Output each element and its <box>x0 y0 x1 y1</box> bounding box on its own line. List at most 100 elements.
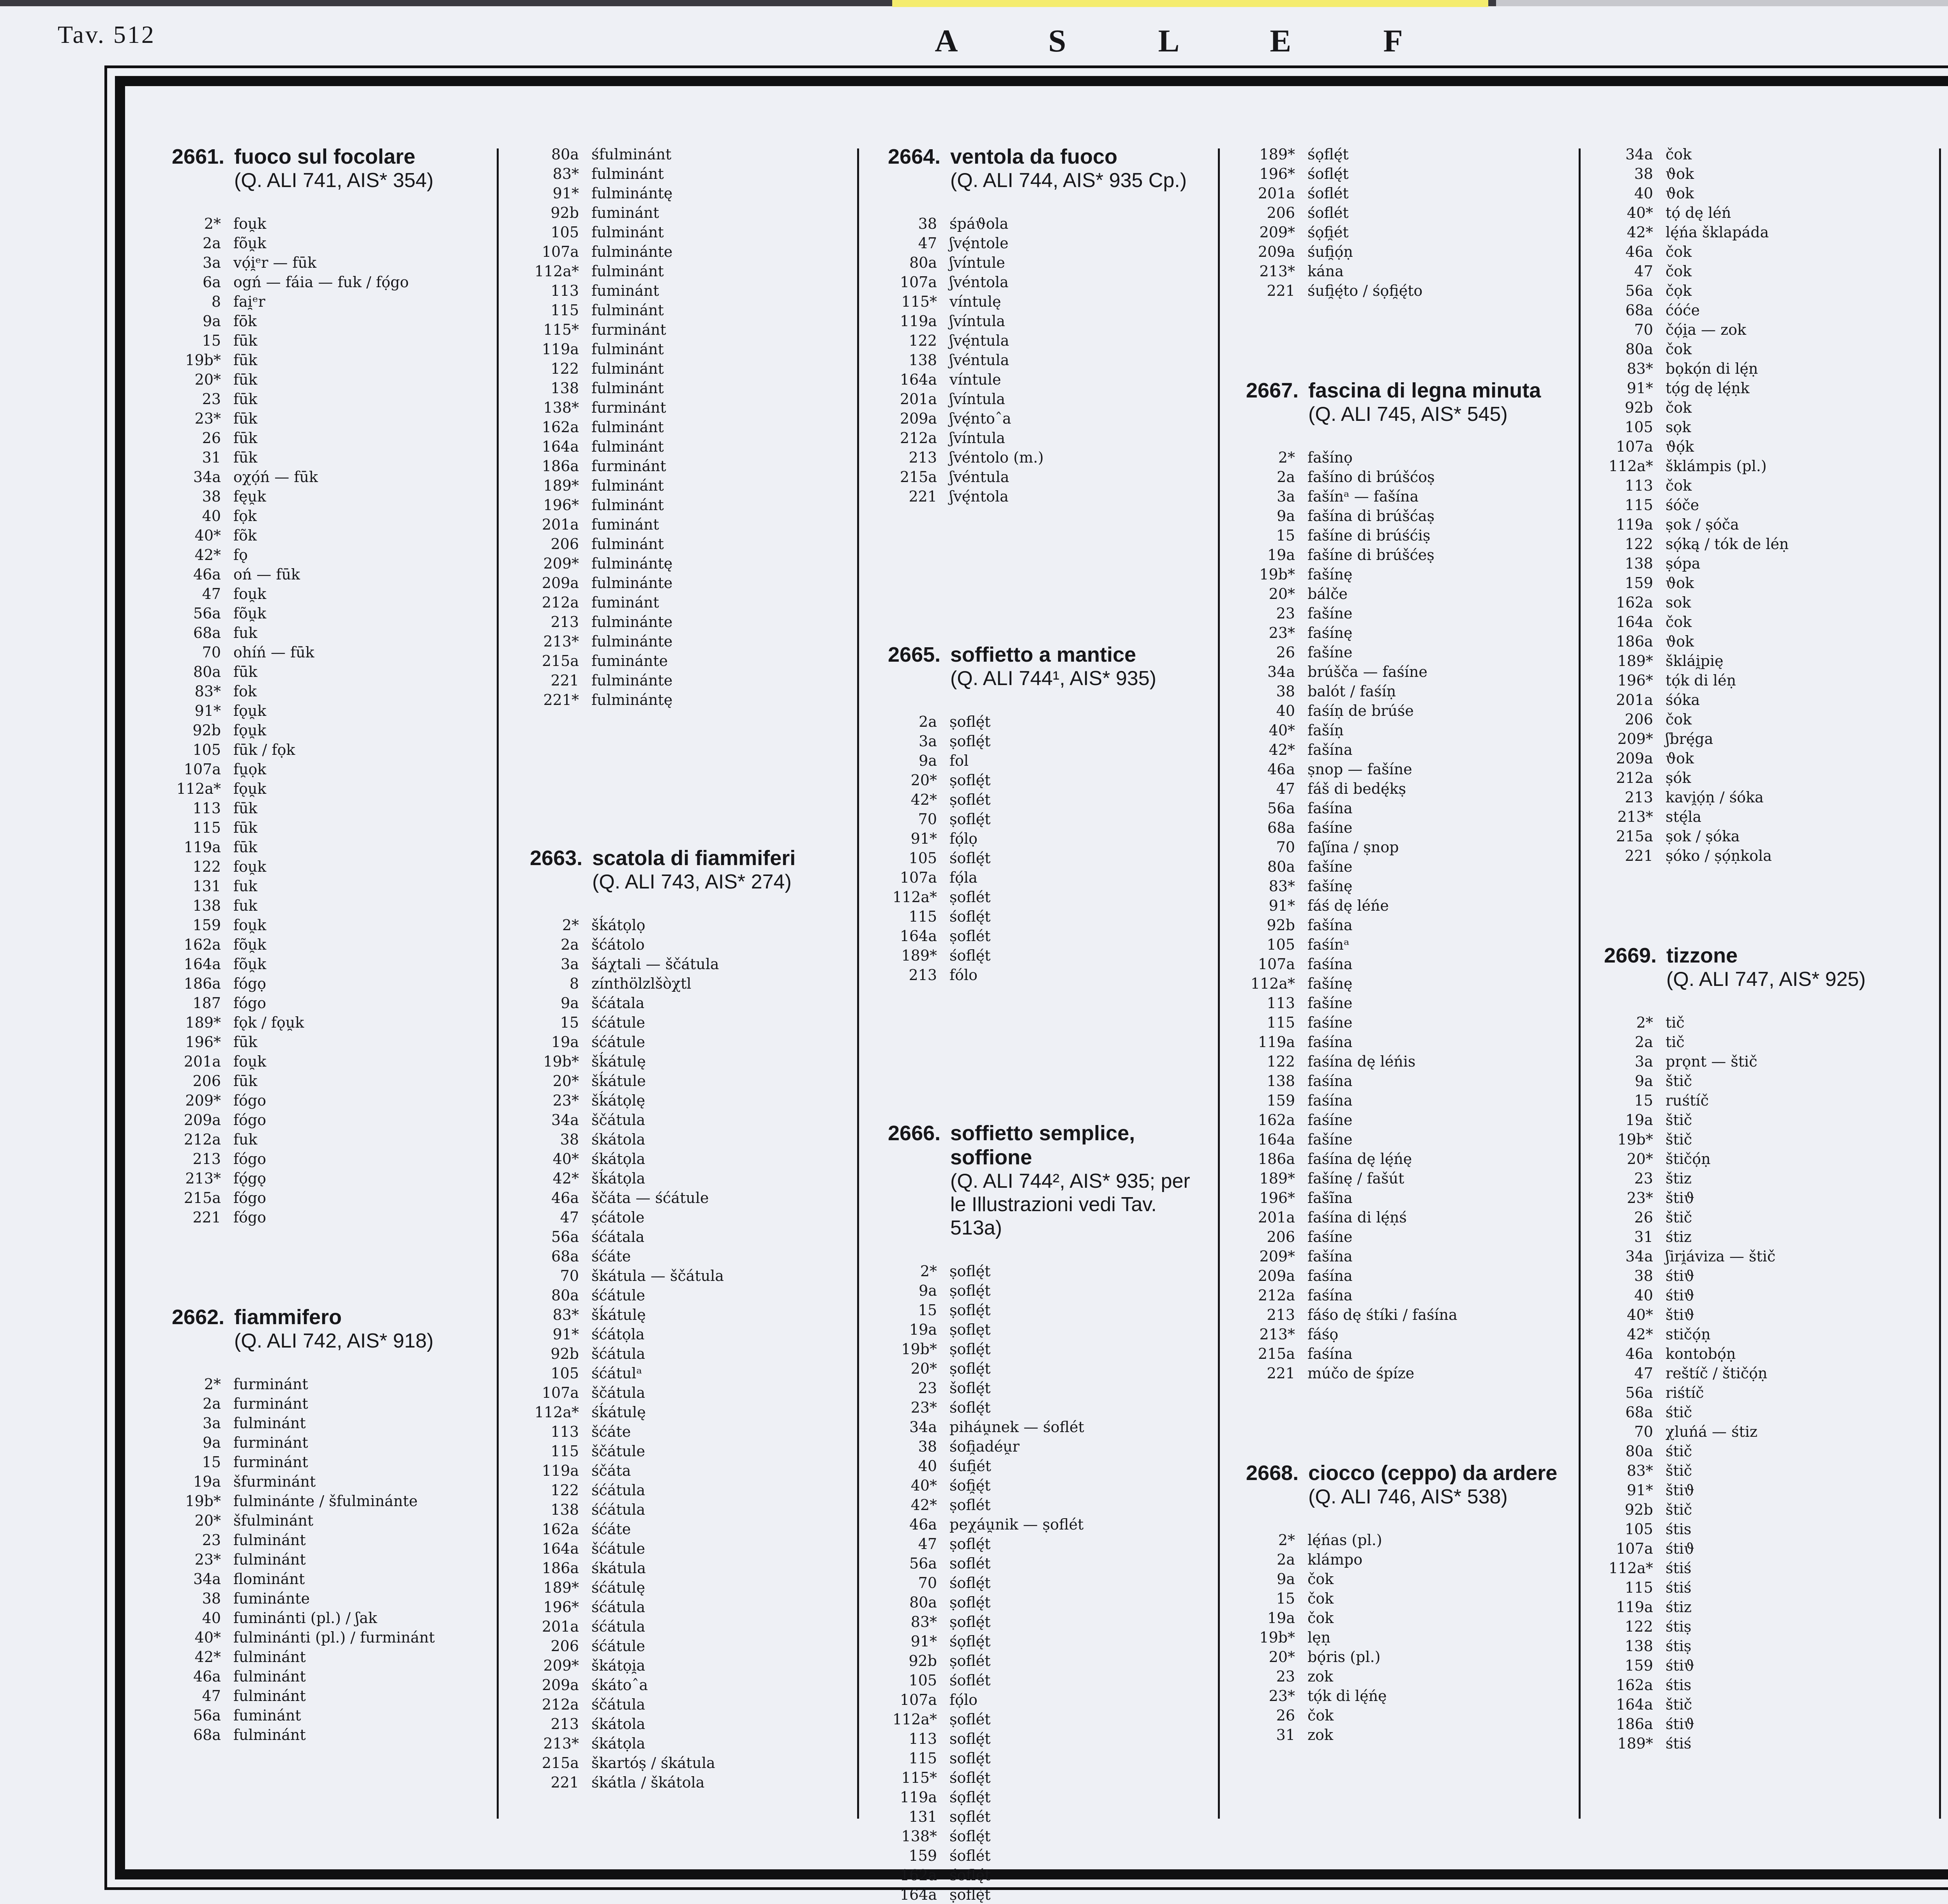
entry-form: śćátule <box>591 1287 645 1304</box>
entry-row: 15 ṣoflę́t <box>854 1300 1208 1320</box>
entry-row: 162a faśíne <box>1212 1110 1566 1130</box>
entry-row: 215a ṣok / ṣóka <box>1570 827 1924 846</box>
entry-form: fógo <box>233 1189 266 1206</box>
entry-code: 26 <box>202 429 221 447</box>
entry-code: 105 <box>909 1672 937 1689</box>
entry-form: ʃvéntula <box>949 351 1009 369</box>
entry-code: 23* <box>1269 1687 1295 1704</box>
entry-form: riśtíč <box>1666 1384 1704 1401</box>
entry-section: 2668. ciocco (ceppo) da ardere (Q. ALI 746… <box>1212 1461 1566 1745</box>
entry-code: 162a <box>1929 1071 1948 1091</box>
entry-row: 119a ʃvíntula <box>854 311 1208 331</box>
entry-code: 40 <box>918 1457 937 1475</box>
entry-row: 196* śćátula <box>496 1597 850 1617</box>
entry-code: 162a <box>184 936 221 953</box>
entry-form: faśína <box>1307 956 1353 973</box>
entry-row: 68a śćáte <box>496 1247 850 1266</box>
entry-code: 138* <box>543 399 579 416</box>
entry-code: 187 <box>192 994 221 1012</box>
entry-code: 164a <box>1616 613 1653 631</box>
entry-form: ṣoflęt <box>949 1321 991 1338</box>
entry-row: 70 ohíń — fūk <box>138 643 492 662</box>
entry-row: 2a šćátolo <box>496 935 850 954</box>
entry-form: škátọi̯a <box>591 1657 646 1674</box>
entry-row: 15 furminánt <box>138 1452 492 1472</box>
entry-form: fūk <box>233 429 258 447</box>
entry-form: fou̯k <box>233 1053 266 1070</box>
entry-form: śćátule <box>591 1033 645 1051</box>
entry-form: fūk <box>233 663 258 680</box>
entry-row: 209a ʃvę́ntoˆa <box>854 409 1208 428</box>
entry-form: śtiś <box>1666 1579 1692 1596</box>
entry-row: 34a flominánt <box>138 1569 492 1589</box>
entry-form: ščátula <box>591 1384 645 1401</box>
entry-row: 115 fūk <box>138 818 492 837</box>
entry-row: 47 fou̯k <box>138 584 492 604</box>
entry-row: 19b* štič <box>1570 1130 1924 1149</box>
entry-row: 68a ćóće <box>1570 300 1924 320</box>
entry-row: 92bfláma <box>1929 876 1948 896</box>
entry-row: 20* bǫ́ris (pl.) <box>1212 1647 1566 1667</box>
entry-row: 34a čok <box>1570 145 1924 164</box>
entry-form: faśína <box>1307 1345 1353 1362</box>
entry-row: 26flámę <box>1929 682 1948 701</box>
entry-code: 2a <box>919 713 937 730</box>
entry-row: 40 śtiϑ <box>1570 1286 1924 1305</box>
entry-form: sọflét <box>949 1808 991 1825</box>
entry-row: 186a furminánt <box>496 456 850 476</box>
entry-row: 115 ščátule <box>496 1441 850 1461</box>
entry-code: 112a* <box>1608 457 1653 475</box>
entry-row: 91* śọflę́t <box>854 1632 1208 1651</box>
entry-code: 213* <box>1259 263 1295 280</box>
entry-row: 112a* šklámpis (pl.) <box>1570 456 1924 476</box>
entry-code: 119a <box>542 341 579 358</box>
entry-code: 196* <box>543 1598 579 1616</box>
entry-form: ṣoflét <box>949 791 991 808</box>
entry-form: šáχtali — ščátula <box>591 956 719 973</box>
entry-row: 19b* šḱátulę <box>496 1052 850 1071</box>
entry-form: fõu̯k <box>233 605 266 622</box>
entry-row: 107a śtiϑ <box>1570 1539 1924 1558</box>
entry-code: 83* <box>1627 360 1653 377</box>
entry-row: 122 śćátula <box>496 1480 850 1500</box>
entry-code: 115 <box>909 908 937 925</box>
entry-code: 122 <box>1929 993 1948 1013</box>
entry-code: 15 <box>1634 1092 1653 1109</box>
entry-row: 9a čok <box>1212 1569 1566 1589</box>
entry-row: 68a fuk <box>138 623 492 643</box>
entry-row: 221* fulminántę <box>496 690 850 710</box>
entry-code: 92b <box>551 204 579 221</box>
entry-row: 23 šoflę́t <box>854 1378 1208 1398</box>
entry-row: 138* furminánt <box>496 398 850 417</box>
entry-form: śtiṣ <box>1666 1637 1692 1655</box>
entry-code: 47 <box>202 585 221 602</box>
entry-form: fašíne di brúšćeṣ <box>1307 546 1435 563</box>
entry-code: 68a <box>1267 819 1295 836</box>
entry-form: śćátule <box>591 1014 645 1031</box>
entry-code: 162a <box>542 419 579 436</box>
entry-row: 189* fašínę / fašút <box>1212 1169 1566 1188</box>
section-reference: (Q. ALI 747, AIS* 925) <box>1666 968 1866 991</box>
entry-form: faśína <box>1307 1092 1353 1109</box>
section-number: 2662. <box>172 1305 225 1329</box>
entry-code: 122 <box>192 858 221 875</box>
entry-code: 206 <box>1267 1228 1295 1245</box>
entry-form: ṣoflę́t <box>949 713 991 730</box>
entry-row: 213śtiśọ́ṇ <box>1929 261 1948 281</box>
entry-code: 23 <box>1634 1170 1653 1187</box>
entry-code: 196* <box>185 1033 221 1051</box>
entry-row: 80a čok <box>1570 339 1924 359</box>
entry-form: furminánt <box>591 457 666 475</box>
entry-code: 15 <box>1276 1590 1295 1607</box>
entry-row: 91* fáś dę léńe <box>1212 896 1566 915</box>
entry-row: 196* śoflę́t <box>1212 164 1566 184</box>
entry-form: fuminánte <box>591 652 668 669</box>
section-heading: 2661. fuoco sul focolare <box>138 145 492 169</box>
entry-row: 206 śoflét <box>1212 203 1566 223</box>
entry-row: 83* fašínę <box>1212 876 1566 896</box>
entry-code: 40* <box>194 527 221 544</box>
entry-row: 162a fõu̯k <box>138 935 492 954</box>
entry-code: 115* <box>901 1769 937 1786</box>
entry-form: fulminánt <box>591 438 664 455</box>
entry-code: 20* <box>910 772 937 789</box>
